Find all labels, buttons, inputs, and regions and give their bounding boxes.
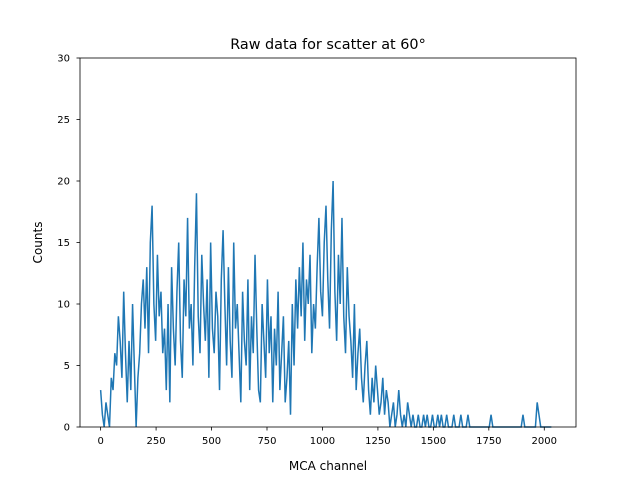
x-axis: 0 250 500 750 1000 1250 1500 1750 2000 <box>97 427 557 447</box>
axes-frame <box>79 57 577 428</box>
y-tick-label: 30 <box>57 54 70 65</box>
x-tick-label: 1250 <box>365 436 390 447</box>
x-tick-label: 1000 <box>310 436 335 447</box>
x-tick-label: 2000 <box>532 436 557 447</box>
x-tick-label: 0 <box>97 436 103 447</box>
x-tick-label: 250 <box>147 436 166 447</box>
y-tick-label: 20 <box>57 177 70 188</box>
y-tick-label: 5 <box>64 361 70 372</box>
chart-title: Raw data for scatter at 60° <box>230 37 426 53</box>
x-tick-label: 750 <box>257 436 276 447</box>
y-axis: 0 5 10 15 20 25 30 <box>57 54 80 434</box>
y-tick-label: 10 <box>57 300 70 311</box>
x-tick-label: 1750 <box>476 436 501 447</box>
x-axis-label: MCA channel <box>289 459 367 473</box>
y-axis-label: Counts <box>31 222 45 264</box>
y-tick-label: 15 <box>57 238 70 249</box>
x-tick-label: 500 <box>202 436 221 447</box>
x-tick-label: 1500 <box>421 436 446 447</box>
y-tick-label: 0 <box>64 423 70 434</box>
y-tick-label: 25 <box>57 115 70 126</box>
